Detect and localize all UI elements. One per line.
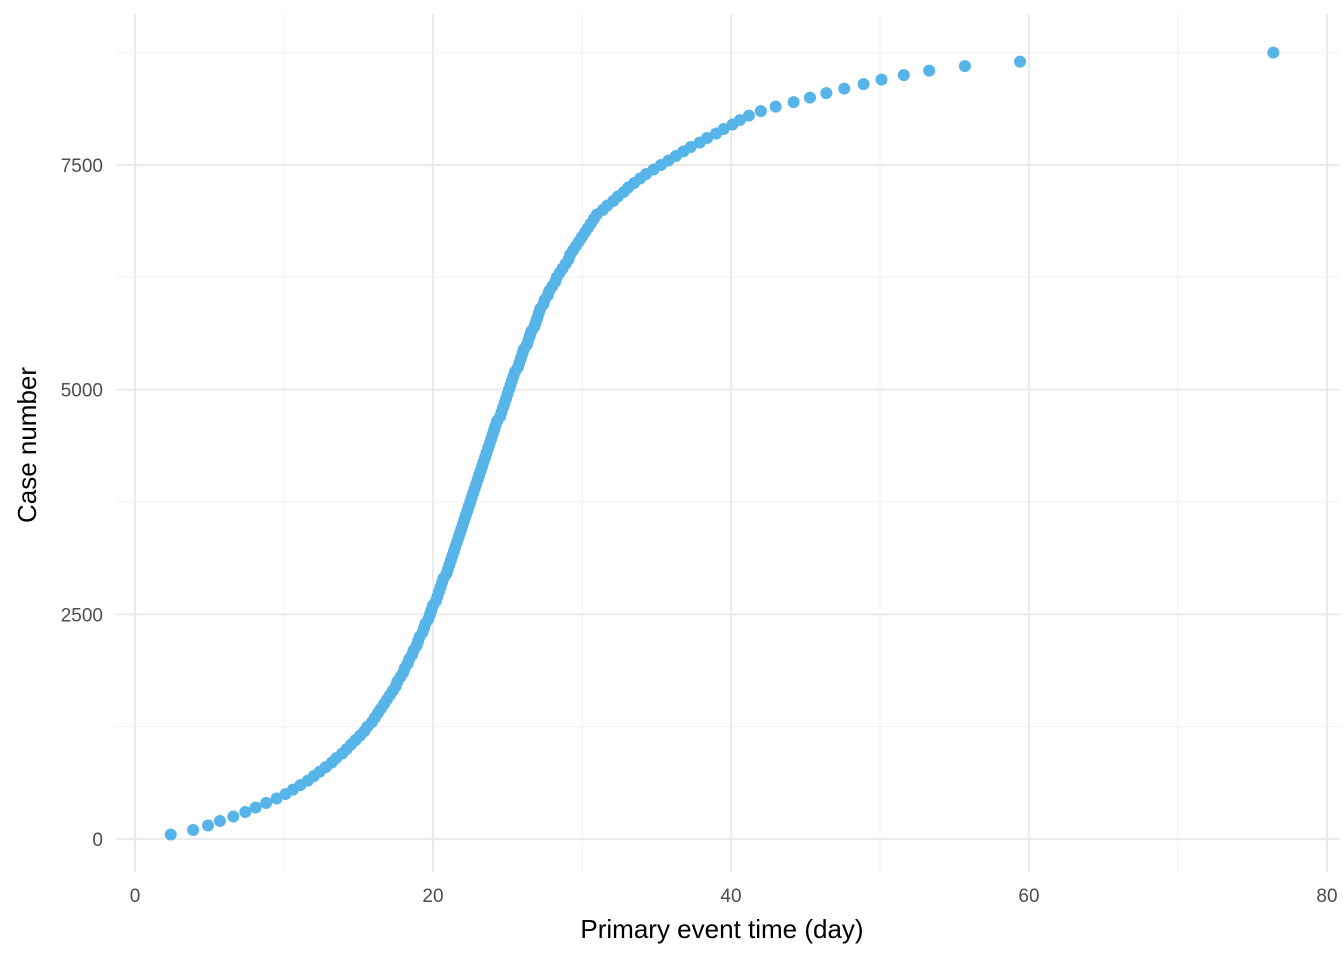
- data-point: [701, 132, 714, 145]
- data-point: [733, 114, 746, 127]
- data-point: [787, 96, 800, 109]
- data-point: [164, 828, 177, 841]
- data-point: [270, 792, 283, 805]
- x-tick-label: 20: [422, 886, 443, 907]
- data-point: [202, 819, 215, 832]
- data-point: [227, 810, 240, 823]
- x-tick-label: 0: [130, 886, 141, 907]
- data-point: [187, 824, 200, 837]
- data-point: [742, 109, 755, 122]
- minor-gridlines: [116, 14, 1340, 872]
- y-tick-label: 0: [92, 830, 103, 851]
- major-gridlines: [116, 14, 1340, 872]
- data-point: [754, 105, 767, 118]
- data-point: [717, 123, 730, 136]
- data-point: [249, 801, 262, 814]
- data-point: [1014, 55, 1027, 68]
- data-point: [239, 806, 252, 819]
- data-point: [803, 91, 816, 104]
- y-tick-label: 5000: [61, 381, 103, 402]
- y-tick-label: 7500: [61, 156, 103, 177]
- x-tick-label: 80: [1316, 886, 1337, 907]
- data-point: [857, 78, 870, 91]
- x-axis-title: Primary event time (day): [580, 914, 863, 944]
- data-point: [923, 64, 936, 77]
- y-axis-tick-labels: 0 2500 5000 7500: [61, 156, 103, 851]
- y-axis-title: Case number: [12, 367, 42, 523]
- x-tick-label: 40: [720, 886, 741, 907]
- data-point: [838, 82, 851, 95]
- data-point: [684, 141, 697, 154]
- data-point: [1267, 46, 1280, 59]
- x-tick-label: 60: [1018, 886, 1039, 907]
- data-point: [769, 100, 782, 113]
- data-point: [260, 797, 273, 810]
- data-points: [164, 46, 1280, 841]
- x-axis-tick-labels: 0 20 40 60 80: [130, 886, 1338, 907]
- data-point: [958, 60, 971, 73]
- data-point: [820, 87, 833, 100]
- data-point: [875, 73, 888, 86]
- data-point: [213, 815, 226, 828]
- data-point: [897, 69, 910, 82]
- y-tick-label: 2500: [61, 605, 103, 626]
